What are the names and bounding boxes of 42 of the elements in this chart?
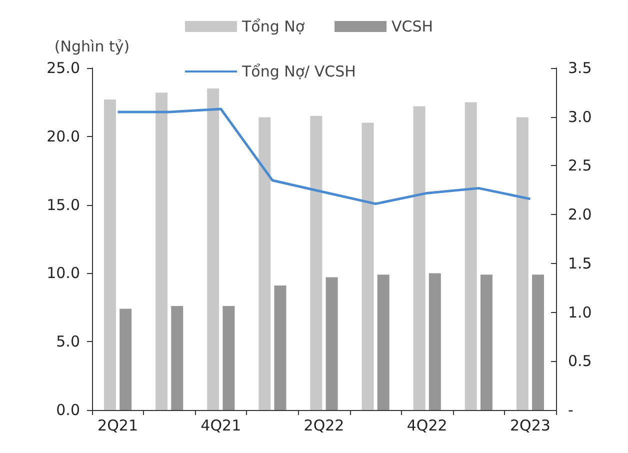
line-series: [116, 108, 532, 206]
y-tick-label: 15.0: [46, 196, 80, 214]
legend-label: Tổng Nợ/ VCSH: [241, 62, 356, 80]
y-tick-label: 5.0: [56, 332, 80, 351]
bar: [310, 116, 322, 410]
y2-tick-label: 3.0: [568, 108, 592, 126]
bar: [413, 106, 426, 410]
bar: [274, 286, 286, 410]
bar: [428, 273, 441, 410]
bar: [362, 122, 374, 410]
x-tick-label: 4Q21: [200, 416, 242, 434]
bar: [377, 274, 390, 410]
bar: [120, 308, 132, 410]
bar: [516, 117, 528, 410]
y2-tick-label: 3.5: [568, 59, 592, 77]
y2-tick-label: 1.0: [568, 303, 592, 322]
legend-label: Tổng Nợ: [241, 18, 306, 36]
bar: [222, 306, 235, 410]
legend-label: VCSH: [392, 18, 434, 36]
y2-tick-label: 2.0: [568, 206, 592, 224]
bar: [464, 102, 477, 410]
y-tick-label: 25.0: [46, 59, 80, 77]
y2-tick-label: 1.5: [568, 254, 592, 272]
y2-tick-label: 2.5: [568, 156, 592, 175]
bar: [480, 274, 492, 410]
y-tick-label: 0.0: [56, 401, 80, 419]
bar: [104, 99, 116, 410]
x-tick-label: 2Q22: [304, 416, 344, 434]
bar: [258, 117, 271, 410]
bar: [532, 274, 544, 410]
bar: [156, 92, 168, 410]
y-axis-title: (Nghìn tỷ): [54, 38, 130, 56]
y-tick-label: 10.0: [46, 264, 80, 282]
y2-tick-label: -: [568, 401, 574, 419]
x-tick-label: 4Q22: [406, 416, 448, 434]
x-tick-label: 2Q21: [98, 416, 138, 434]
x-tick-label: 2Q23: [510, 416, 550, 434]
y-tick-label: 20.0: [46, 127, 80, 146]
y2-tick-label: 0.5: [568, 352, 592, 370]
bar: [326, 277, 338, 410]
bar: [207, 88, 220, 410]
bar: [171, 306, 184, 410]
